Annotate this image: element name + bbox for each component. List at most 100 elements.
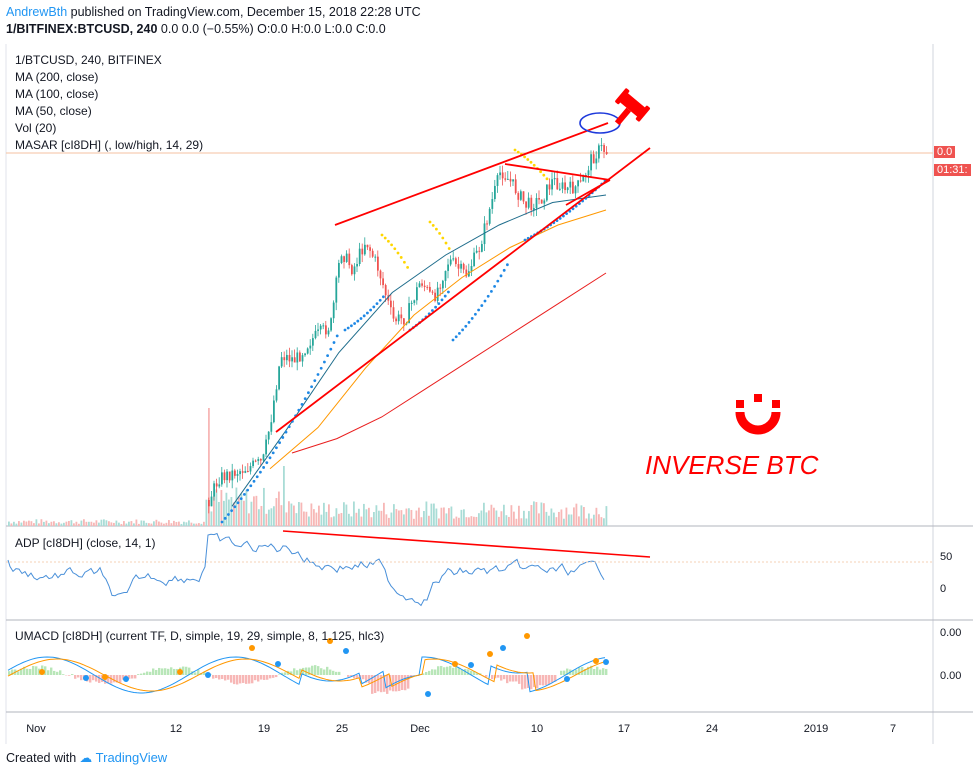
volume-bar xyxy=(240,493,243,526)
volume-bar xyxy=(358,508,360,526)
umacd-hist-bar xyxy=(440,665,443,675)
masar-dot xyxy=(431,223,435,227)
masar-dot xyxy=(526,158,530,161)
umacd-hist-bar xyxy=(437,666,440,675)
candle-body xyxy=(530,197,533,210)
masar-dot xyxy=(516,150,520,154)
volume-bar xyxy=(215,489,218,526)
umacd-hist-bar xyxy=(500,675,503,681)
umacd-hist-bar xyxy=(521,675,524,690)
candle-body xyxy=(533,208,535,210)
umacd-hist-bar xyxy=(425,672,428,675)
candle-body xyxy=(257,459,260,462)
ohlc-values: 0.0 0.0 (−0.55%) O:0.0 H:0.0 L:0.0 C:0.0 xyxy=(160,22,386,36)
umacd-hist-bar xyxy=(434,669,437,675)
masar-dot xyxy=(353,322,356,325)
umacd-hist-bar xyxy=(605,668,608,675)
umacd-hist-bar xyxy=(98,675,101,683)
umacd-hist-bar xyxy=(224,675,227,681)
volume-bar xyxy=(535,502,538,526)
masar-dot xyxy=(369,308,372,312)
umacd-hist-bar xyxy=(470,670,473,675)
volume-bar xyxy=(368,507,370,526)
gavel-part xyxy=(635,105,650,122)
volume-bar xyxy=(315,512,318,526)
candle-body xyxy=(436,287,439,301)
tradingview-brand[interactable]: TradingView xyxy=(95,750,168,765)
candle-body xyxy=(247,471,249,473)
volume-bar xyxy=(253,496,255,526)
gavel-part xyxy=(615,88,630,105)
candle-body xyxy=(478,250,481,252)
volume-bar xyxy=(500,511,503,526)
x-tick-label: 25 xyxy=(336,723,348,735)
umacd-hist-bar xyxy=(47,670,50,675)
masar-dot xyxy=(444,241,448,245)
volume-bar xyxy=(148,523,150,526)
masar-dot xyxy=(496,279,500,283)
volume-bar xyxy=(470,516,473,526)
volume-bar xyxy=(128,521,130,526)
candle-body xyxy=(306,348,309,354)
x-tick-label: 2019 xyxy=(804,723,828,735)
volume-bar xyxy=(453,518,455,526)
umacd-hist-bar xyxy=(242,675,245,683)
volume-bar xyxy=(300,502,303,526)
umacd-hist-bar xyxy=(197,669,200,675)
umacd-hist-bar xyxy=(407,675,410,689)
volume-bar xyxy=(365,509,368,526)
candle-body xyxy=(470,266,473,272)
candle-body xyxy=(265,439,267,455)
candle-body xyxy=(270,422,273,432)
candle-body xyxy=(377,256,379,271)
candle-body xyxy=(442,280,444,289)
author-link[interactable]: AndrewBth xyxy=(6,5,68,19)
umacd-hist-bar xyxy=(260,675,263,680)
umacd-hist-bar xyxy=(215,675,218,679)
umacd-hist-bar xyxy=(248,675,251,684)
price-chart[interactable]: Nov 12 19 25 Dec 10 17 24 2019 7 INVERSE BTC 50 0 0.0… xyxy=(0,44,973,744)
volume-bar xyxy=(138,523,140,526)
umacd-hist-bar xyxy=(599,669,602,675)
umacd-label: UMACD [cI8DH] (current TF, D, simple, 19… xyxy=(15,629,385,643)
umacd-hist-bar xyxy=(17,671,20,675)
candle-body xyxy=(514,179,517,194)
chart-area[interactable]: Nov 12 19 25 Dec 10 17 24 2019 7 INVERSE BTC 50 0 0.0… xyxy=(0,44,973,744)
inverse-btc-annotation: INVERSE BTC xyxy=(645,450,819,480)
volume-bar xyxy=(163,523,165,526)
volume-bar xyxy=(248,513,250,526)
volume-bar xyxy=(595,507,598,526)
legend-ma100: MA (100, close) xyxy=(15,87,99,101)
masar-dot xyxy=(275,446,278,450)
umacd-hist-bar xyxy=(377,675,380,692)
masar-dot xyxy=(539,170,542,174)
volume-bar xyxy=(548,515,550,526)
candle-body xyxy=(330,318,332,331)
volume-bar xyxy=(445,513,448,526)
volume-bar xyxy=(540,502,543,526)
volume-bar xyxy=(68,520,70,526)
volume-bar xyxy=(135,519,138,526)
umacd-hist-bar xyxy=(140,673,143,675)
masar-dot xyxy=(396,251,400,255)
umacd-hist-bar xyxy=(278,674,281,675)
volume-bar xyxy=(298,502,300,526)
volume-bar xyxy=(448,508,450,526)
volume-bar xyxy=(403,514,405,526)
volume-bar xyxy=(175,521,178,526)
umacd-hist-bar xyxy=(134,675,137,679)
umacd-hist-bar xyxy=(116,675,119,683)
candle-body xyxy=(221,472,223,485)
candle-body xyxy=(403,318,405,325)
volume-bar xyxy=(330,517,333,526)
umacd-hist-bar xyxy=(554,675,557,682)
candle-body xyxy=(280,357,283,367)
volume-bar xyxy=(188,520,190,526)
volume-bar xyxy=(393,504,395,526)
volume-bar xyxy=(533,501,535,526)
umacd-hist-bar xyxy=(404,675,407,691)
candle-body xyxy=(275,389,278,401)
umacd-hist-bar xyxy=(506,675,509,684)
trendline xyxy=(565,179,611,206)
umacd-hist-bar xyxy=(302,667,305,675)
